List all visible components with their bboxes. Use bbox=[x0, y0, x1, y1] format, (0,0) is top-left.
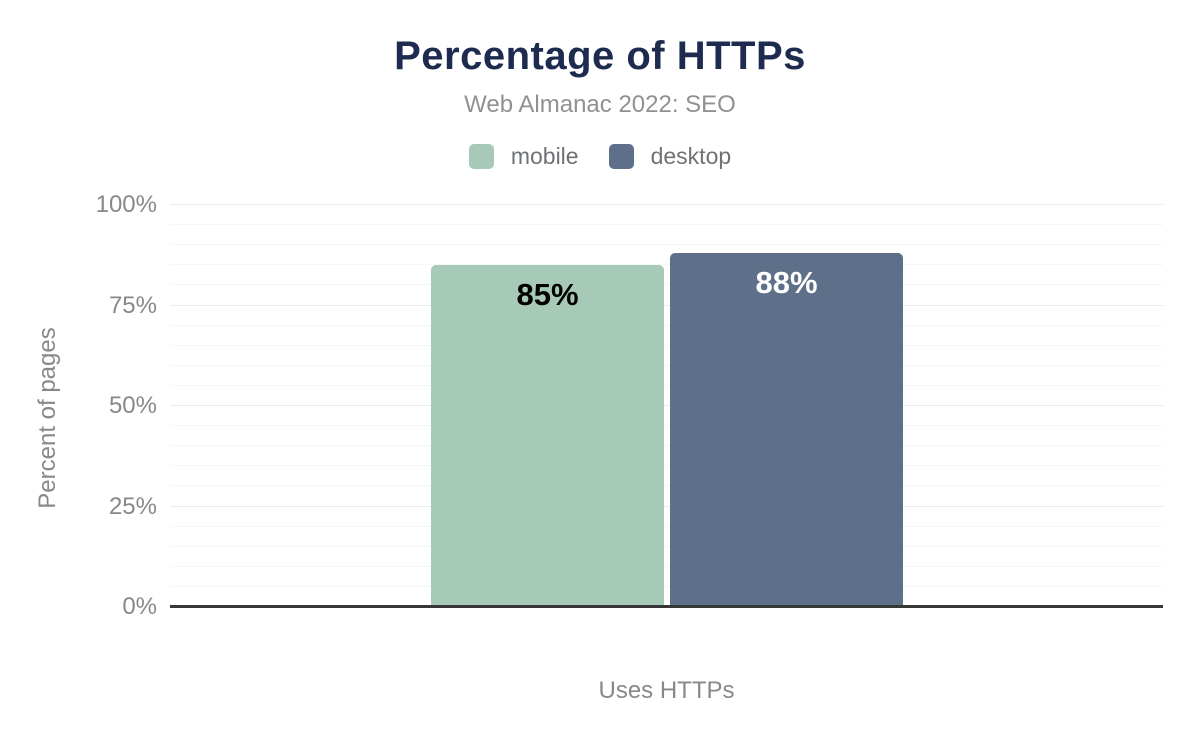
gridline bbox=[170, 364, 1163, 366]
legend-swatch-icon bbox=[468, 144, 494, 169]
gridline bbox=[170, 505, 1163, 507]
gridline bbox=[170, 204, 1163, 205]
gridline bbox=[170, 284, 1163, 286]
chart-title: Percentage of HTTPs bbox=[394, 34, 806, 78]
bar-desktop[interactable]: 88% bbox=[670, 253, 903, 607]
gridline bbox=[170, 525, 1163, 527]
legend-item-desktop: desktop bbox=[608, 143, 732, 170]
bar-mobile[interactable]: 85% bbox=[431, 265, 664, 607]
gridline bbox=[170, 545, 1163, 547]
gridline bbox=[170, 485, 1163, 487]
x-axis-line bbox=[170, 605, 1163, 608]
legend-label: mobile bbox=[510, 143, 579, 169]
legend: mobile desktop bbox=[0, 143, 1200, 170]
chart-subtitle: Web Almanac 2022: SEO bbox=[464, 91, 736, 118]
gridline bbox=[170, 425, 1163, 427]
gridline bbox=[170, 224, 1163, 226]
gridline bbox=[170, 264, 1163, 266]
plot-area: 85% 88% bbox=[170, 204, 1163, 608]
bar-value-label: 85% bbox=[516, 277, 579, 312]
gridline bbox=[170, 344, 1163, 346]
legend-swatch-icon bbox=[608, 144, 634, 169]
bar-value-label: 88% bbox=[755, 265, 818, 300]
gridline bbox=[170, 585, 1163, 587]
y-axis-tick-label: 75% bbox=[108, 291, 157, 319]
legend-item-mobile: mobile bbox=[468, 143, 579, 170]
gridline bbox=[170, 384, 1163, 386]
y-axis-tick-label: 0% bbox=[122, 593, 157, 620]
gridline bbox=[170, 405, 1163, 406]
y-axis-tick-label: 100% bbox=[95, 191, 157, 218]
gridline bbox=[170, 244, 1163, 246]
gridline bbox=[170, 565, 1163, 567]
y-axis-tick-label: 50% bbox=[108, 392, 157, 419]
gridline bbox=[170, 465, 1163, 467]
x-axis-category-label: Uses HTTPs bbox=[598, 677, 735, 704]
gridline bbox=[170, 304, 1163, 306]
legend-label: desktop bbox=[650, 143, 732, 169]
y-axis-title: Percent of pages bbox=[34, 327, 61, 509]
gridline bbox=[170, 445, 1163, 447]
y-axis-tick-label: 25% bbox=[108, 492, 157, 520]
gridline bbox=[170, 324, 1163, 326]
